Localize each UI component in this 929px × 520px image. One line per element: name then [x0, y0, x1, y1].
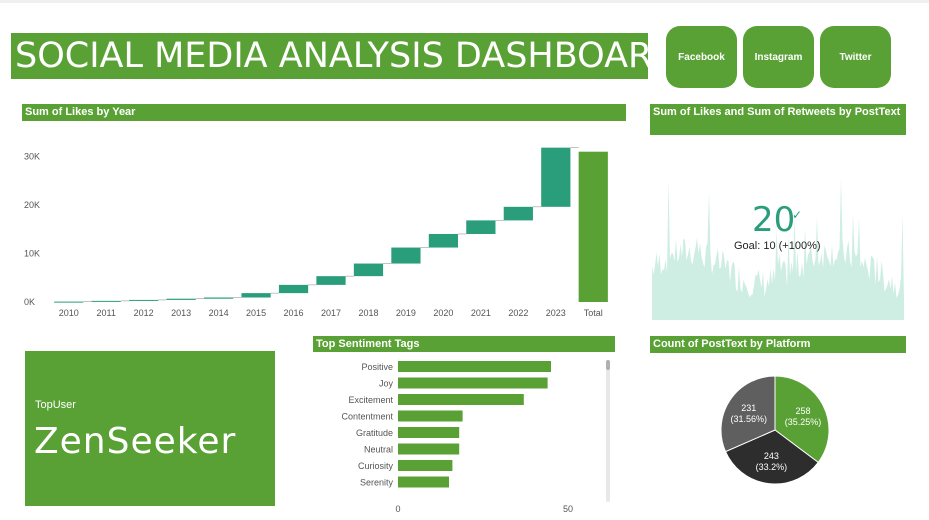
- x-tick-label: 2018: [358, 308, 378, 318]
- x-tick-label: 2017: [321, 308, 341, 318]
- x-tick-label: Total: [584, 308, 603, 318]
- trend-area: [652, 177, 904, 320]
- pie-slice[interactable]: [720, 375, 776, 453]
- sentiment-label: Gratitude: [356, 428, 393, 438]
- sentiment-label: Serenity: [360, 478, 394, 488]
- kpi-value: 20: [752, 200, 796, 240]
- x-tick-label: 2015: [246, 308, 266, 318]
- sentiment-header: Top Sentiment Tags: [313, 336, 615, 352]
- sentiment-bar[interactable]: [398, 377, 548, 389]
- sentiment-label: Contentment: [341, 412, 393, 422]
- sentiment-bar[interactable]: [398, 476, 449, 488]
- x-tick-label: 0: [395, 504, 400, 514]
- x-tick-label: 50: [563, 504, 573, 514]
- sentiment-bar[interactable]: [398, 427, 460, 438]
- platform-pie-chart: 258(35.25%) 243(33.2%) 231(31.56%): [720, 375, 830, 485]
- x-tick-label: 2022: [508, 308, 528, 318]
- y-tick-label: 10K: [24, 249, 40, 259]
- year-bar[interactable]: [129, 299, 159, 301]
- top-user-label: TopUser: [35, 399, 76, 411]
- likes-by-year-chart: 0K 10K 20K 30K 2010 2011 2012 2013 2014 2015 2016 2…: [24, 147, 608, 318]
- year-bar[interactable]: [241, 293, 271, 298]
- x-tick-label: 2021: [471, 308, 491, 318]
- x-tick-label: 2019: [396, 308, 416, 318]
- year-bar[interactable]: [54, 301, 84, 303]
- year-bar[interactable]: [391, 247, 421, 264]
- x-tick-label: 2011: [97, 308, 116, 318]
- x-tick-label: 2016: [284, 308, 304, 318]
- y-tick-label: 20K: [24, 200, 40, 210]
- sentiment-bar[interactable]: [398, 361, 551, 372]
- platform-header: Count of PostText by Platform: [650, 336, 906, 353]
- pie-slice[interactable]: [774, 375, 830, 464]
- year-bar[interactable]: [428, 233, 459, 248]
- x-tick-label: 2010: [59, 308, 79, 318]
- instagram-button[interactable]: Instagram: [743, 26, 814, 88]
- likes-by-year-header: Sum of Likes by Year: [22, 104, 626, 121]
- top-border: [0, 0, 929, 3]
- sentiment-bar[interactable]: [398, 460, 453, 471]
- pie-percent-label: (35.25%): [785, 417, 822, 427]
- x-tick-label: 2013: [171, 308, 191, 318]
- sentiment-label: Curiosity: [358, 461, 394, 471]
- pie-value-label: 231: [741, 403, 756, 413]
- scroll-thumb[interactable]: [606, 360, 610, 370]
- sentiment-label: Positive: [361, 362, 393, 372]
- year-bar[interactable]: [278, 284, 309, 294]
- sentiment-bar[interactable]: [398, 394, 524, 405]
- pie-slice[interactable]: [724, 429, 819, 485]
- pie-percent-label: (31.56%): [731, 414, 768, 424]
- pie-percent-label: (33.2%): [756, 462, 788, 472]
- year-bar[interactable]: [466, 220, 496, 234]
- year-bar[interactable]: [316, 276, 346, 285]
- top-user-value: ZenSeeker: [34, 421, 237, 462]
- year-bar[interactable]: [203, 297, 234, 299]
- sentiment-label: Neutral: [364, 445, 393, 455]
- year-bar[interactable]: [353, 263, 384, 277]
- sentiment-label: Excitement: [348, 395, 393, 405]
- year-bar[interactable]: [503, 206, 533, 221]
- x-tick-label: 2014: [209, 308, 229, 318]
- total-bar[interactable]: [578, 151, 608, 302]
- pie-value-label: 243: [764, 451, 779, 461]
- sentiment-scrollbar[interactable]: [606, 360, 610, 502]
- year-bar[interactable]: [91, 300, 121, 302]
- likes-retweets-trend-area: [652, 177, 904, 320]
- year-bar[interactable]: [541, 147, 571, 207]
- x-tick-label: 2023: [546, 308, 566, 318]
- dashboard-title: SOCIAL MEDIA ANALYSIS DASHBOARD: [11, 33, 648, 79]
- pie-value-label: 258: [795, 406, 810, 416]
- x-tick-label: 2012: [134, 308, 154, 318]
- twitter-button[interactable]: Twitter: [820, 26, 891, 88]
- top-user-card: TopUser ZenSeeker: [25, 351, 275, 506]
- facebook-button[interactable]: Facebook: [666, 26, 737, 88]
- sentiment-bar[interactable]: [398, 410, 463, 422]
- y-tick-label: 0K: [24, 297, 35, 307]
- likes-retweets-header: Sum of Likes and Sum of Retweets by Post…: [650, 104, 906, 135]
- check-icon: ✓: [792, 208, 803, 222]
- kpi-goal: Goal: 10 (+100%): [734, 240, 821, 252]
- x-tick-label: 2020: [433, 308, 453, 318]
- sentiment-label: Joy: [379, 379, 394, 389]
- year-bar[interactable]: [166, 298, 196, 300]
- y-tick-label: 30K: [24, 152, 40, 162]
- sentiment-bar[interactable]: [398, 443, 460, 455]
- sentiment-chart: Positive Joy Excitement Contentment Gratitud…: [341, 361, 573, 514]
